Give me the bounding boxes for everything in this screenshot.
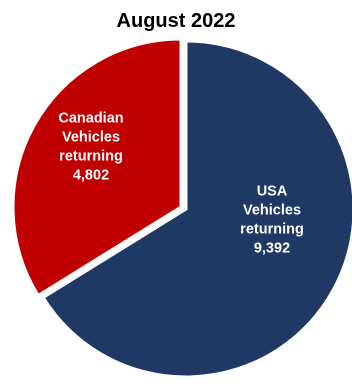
slice-label-usa: USA Vehicles returning 9,392 bbox=[240, 184, 304, 257]
slice-value-canadian: 4,802 bbox=[73, 168, 109, 184]
slice-label-line: Vehicles bbox=[62, 130, 120, 146]
slice-label-line: returning bbox=[59, 149, 123, 165]
pie-slice-canadian bbox=[11, 37, 183, 298]
slice-value-usa: 9,392 bbox=[254, 241, 290, 257]
slice-label-canadian: Canadian Vehicles returning 4,802 bbox=[58, 111, 123, 184]
pie-slice-usa bbox=[41, 39, 352, 379]
slice-label-line: Canadian bbox=[58, 111, 123, 127]
chart-title: August 2022 bbox=[116, 10, 236, 32]
slice-label-line: Vehicles bbox=[243, 203, 301, 219]
slice-label-line: returning bbox=[240, 222, 304, 238]
slice-label-line: USA bbox=[257, 184, 288, 200]
